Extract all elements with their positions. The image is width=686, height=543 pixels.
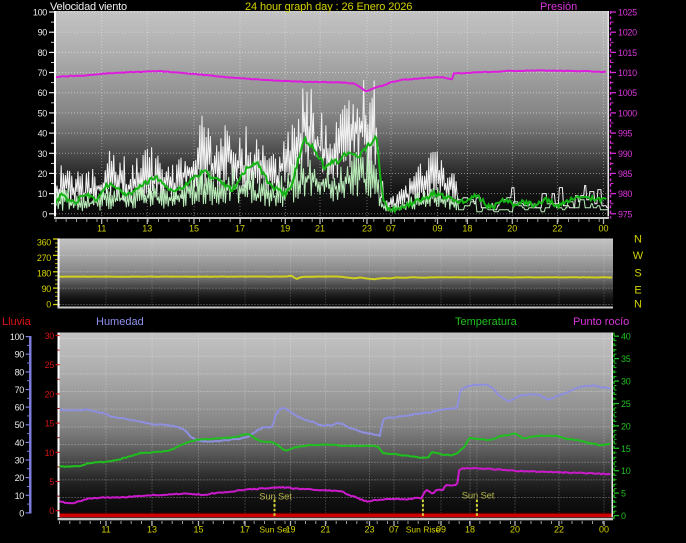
svg-text:990: 990 [618, 149, 632, 159]
svg-text:20: 20 [510, 525, 520, 535]
svg-text:19: 19 [285, 525, 295, 535]
svg-text:180: 180 [37, 269, 51, 279]
svg-text:995: 995 [618, 129, 632, 139]
svg-text:100: 100 [10, 332, 24, 342]
svg-text:21: 21 [320, 525, 330, 535]
svg-text:270: 270 [37, 253, 51, 263]
svg-text:22: 22 [552, 224, 562, 234]
svg-text:1000: 1000 [618, 108, 637, 118]
svg-text:11: 11 [97, 224, 106, 234]
svg-text:N: N [634, 299, 642, 311]
svg-text:30: 30 [38, 149, 48, 159]
svg-text:00: 00 [598, 224, 608, 234]
svg-text:90: 90 [42, 284, 52, 294]
svg-text:Sun Set: Sun Set [259, 525, 290, 535]
svg-text:0: 0 [42, 209, 47, 219]
svg-text:90: 90 [38, 28, 48, 38]
svg-text:40: 40 [38, 129, 48, 139]
svg-text:07: 07 [389, 525, 399, 535]
svg-text:15: 15 [621, 444, 631, 454]
svg-text:1020: 1020 [618, 28, 637, 38]
svg-text:Temperatura: Temperatura [455, 316, 518, 328]
svg-text:60: 60 [15, 403, 25, 413]
svg-text:90: 90 [15, 350, 25, 360]
svg-text:Presión: Presión [540, 1, 577, 13]
svg-text:13: 13 [142, 224, 152, 234]
svg-text:S: S [634, 268, 641, 280]
svg-text:11: 11 [101, 525, 110, 535]
svg-text:30: 30 [15, 456, 25, 466]
svg-text:10: 10 [15, 491, 25, 501]
svg-text:09: 09 [436, 525, 446, 535]
svg-text:1025: 1025 [618, 8, 637, 18]
svg-text:985: 985 [618, 169, 632, 179]
svg-text:N: N [634, 234, 642, 246]
svg-text:0: 0 [49, 506, 54, 516]
svg-text:30: 30 [45, 331, 55, 341]
svg-text:80: 80 [15, 367, 25, 377]
svg-text:21: 21 [315, 224, 325, 234]
svg-text:17: 17 [240, 525, 250, 535]
svg-text:09: 09 [432, 224, 442, 234]
svg-text:20: 20 [621, 421, 631, 431]
svg-text:0: 0 [46, 300, 51, 310]
svg-text:W: W [633, 250, 644, 262]
svg-text:24 hour graph day : 26 Enero 2: 24 hour graph day : 26 Enero 2026 [245, 1, 412, 13]
svg-text:10: 10 [38, 189, 48, 199]
svg-text:0: 0 [621, 511, 626, 521]
svg-text:Sun Set: Sun Set [259, 492, 292, 503]
svg-text:25: 25 [45, 360, 55, 370]
svg-text:Humedad: Humedad [96, 316, 144, 328]
svg-text:Sun Set: Sun Set [462, 491, 495, 502]
svg-text:100: 100 [33, 8, 47, 18]
svg-text:Sun Rise: Sun Rise [406, 525, 441, 535]
svg-text:50: 50 [38, 108, 48, 118]
svg-text:1015: 1015 [618, 48, 637, 58]
svg-text:17: 17 [235, 224, 245, 234]
svg-text:5: 5 [49, 477, 54, 487]
svg-text:19: 19 [280, 224, 290, 234]
svg-text:20: 20 [507, 224, 517, 234]
svg-text:22: 22 [554, 525, 564, 535]
svg-text:18: 18 [465, 525, 475, 535]
svg-text:23: 23 [362, 224, 372, 234]
svg-text:50: 50 [15, 420, 25, 430]
svg-text:10: 10 [45, 448, 55, 458]
svg-text:35: 35 [621, 354, 631, 364]
svg-text:1010: 1010 [618, 68, 637, 78]
svg-text:07: 07 [386, 224, 396, 234]
svg-text:0: 0 [19, 508, 24, 518]
svg-text:70: 70 [15, 385, 25, 395]
svg-text:15: 15 [193, 525, 203, 535]
svg-text:975: 975 [618, 209, 632, 219]
svg-text:30: 30 [621, 377, 631, 387]
svg-text:40: 40 [15, 438, 25, 448]
svg-text:00: 00 [599, 525, 609, 535]
svg-text:60: 60 [38, 88, 48, 98]
svg-text:Punto rocío: Punto rocío [573, 316, 629, 328]
svg-text:13: 13 [147, 525, 157, 535]
svg-text:80: 80 [38, 48, 48, 58]
svg-text:15: 15 [189, 224, 199, 234]
svg-text:5: 5 [621, 489, 626, 499]
svg-text:25: 25 [621, 399, 631, 409]
svg-text:980: 980 [618, 189, 632, 199]
svg-text:40: 40 [621, 332, 631, 342]
svg-text:1005: 1005 [618, 88, 637, 98]
svg-text:23: 23 [364, 525, 374, 535]
svg-text:Velocidad viento: Velocidad viento [50, 1, 127, 13]
svg-text:20: 20 [15, 473, 25, 483]
svg-text:18: 18 [462, 224, 472, 234]
svg-text:E: E [634, 285, 641, 297]
svg-text:20: 20 [38, 169, 48, 179]
svg-text:20: 20 [45, 389, 55, 399]
svg-text:15: 15 [45, 419, 55, 429]
svg-text:360: 360 [37, 238, 51, 248]
svg-text:Lluvia: Lluvia [2, 316, 32, 328]
svg-text:70: 70 [38, 68, 48, 78]
svg-text:10: 10 [621, 466, 631, 476]
